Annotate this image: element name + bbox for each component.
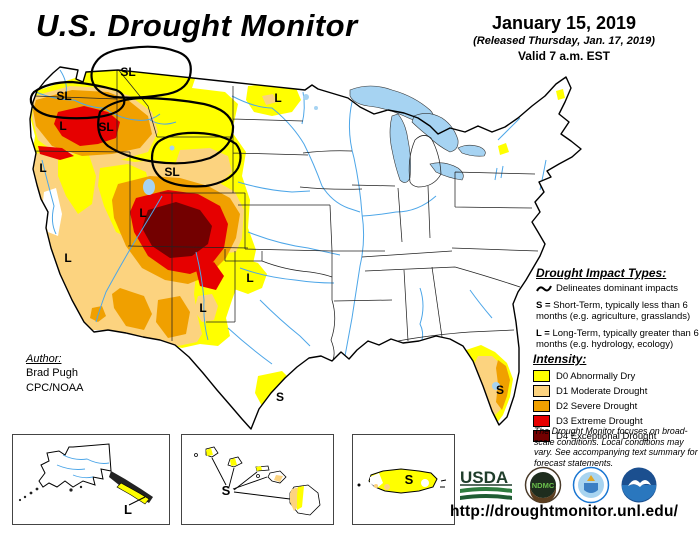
map-impact-label: S: [496, 383, 504, 397]
logo-row: USDA NDMC: [458, 466, 698, 509]
date-block: January 15, 2019 (Released Thursday, Jan…: [430, 12, 698, 64]
map-date: January 15, 2019: [491, 13, 637, 33]
legend-item-d0: D0 Abnormally Dry: [533, 370, 698, 382]
alaska-impact-label: L: [124, 502, 132, 517]
delineates-label: Delineates dominant impacts: [556, 283, 678, 295]
legend-item-d1: D1 Moderate Drought: [533, 385, 698, 397]
svg-text:USDA: USDA: [460, 468, 508, 487]
alaska-map: L: [18, 443, 153, 517]
ndmc-logo: NDMC: [524, 466, 562, 509]
impact-legend: Drought Impact Types: Delineates dominan…: [536, 266, 699, 355]
valid-time: Valid 7 a.m. EST: [517, 49, 611, 64]
long-term-definition: L = Long-Term, typically greater than 6 …: [536, 327, 699, 350]
author-block: Author: Brad Pugh CPC/NOAA: [26, 352, 83, 395]
d3-swatch: [533, 415, 550, 427]
map-impact-label: SL: [120, 65, 135, 79]
drought-regions: [30, 67, 565, 423]
map-impact-label: L: [274, 91, 281, 105]
map-impact-label: L: [59, 119, 66, 133]
rivers: [35, 69, 547, 365]
hawaii-impact-label: S: [222, 483, 231, 498]
map-impact-label: L: [246, 271, 253, 285]
noaa-logo: [620, 466, 658, 509]
release-date: (Released Thursday, Jan. 17, 2019): [473, 34, 655, 47]
great-lakes: [143, 85, 500, 390]
hawaii-inset: S: [181, 434, 334, 525]
hawaii-map: S: [194, 446, 321, 516]
map-impact-label: L: [64, 251, 71, 265]
page-title: U.S. Drought Monitor: [36, 8, 358, 43]
author-name: Brad Pugh: [26, 367, 78, 380]
author-org: CPC/NOAA: [26, 381, 84, 394]
map-impact-label: SL: [164, 165, 179, 179]
map-impact-label: L: [199, 301, 206, 315]
legend-item-d3: D3 Extreme Drought: [533, 415, 698, 427]
puerto-rico-inset: S: [352, 434, 455, 525]
conus-outline: [29, 66, 582, 430]
puerto-rico-map: S: [357, 468, 447, 494]
svg-text:NDMC: NDMC: [532, 481, 555, 490]
alaska-inset: L: [12, 434, 170, 525]
legend-item-d2: D2 Severe Drought: [533, 400, 698, 412]
map-impact-label: L: [139, 206, 146, 220]
d0-swatch: [533, 370, 550, 382]
legend-item-d4: D4 Exceptional Drought: [533, 430, 698, 442]
droughtmonitor-url: http://droughtmonitor.unl.edu/: [450, 503, 679, 520]
usda-logo: USDA: [458, 467, 514, 508]
d2-swatch: [533, 400, 550, 412]
map-impact-label: L: [39, 161, 46, 175]
intensity-legend: Intensity: D0 Abnormally Dry D1 Moderate…: [533, 352, 698, 445]
intensity-legend-heading: Intensity:: [533, 352, 587, 366]
impact-outlines: [29, 45, 242, 188]
puerto-rico-impact-label: S: [405, 472, 414, 487]
commerce-logo: [572, 466, 610, 509]
d1-swatch: [533, 385, 550, 397]
map-impact-label: S: [276, 390, 284, 404]
author-heading: Author:: [26, 353, 62, 365]
d4-swatch: [533, 430, 550, 442]
delineation-squiggle-icon: [536, 285, 552, 292]
state-borders: [30, 67, 539, 361]
map-impact-label: SL: [98, 120, 113, 134]
disclaimer-text: The Drought Monitor focuses on broad-sca…: [534, 426, 698, 469]
map-impact-labels: SL SL L SL SL L L L L L L S S: [39, 65, 504, 404]
short-term-definition: S = Short-Term, typically less than 6 mo…: [536, 299, 691, 323]
map-impact-label: SL: [56, 89, 71, 103]
impact-legend-heading: Drought Impact Types:: [536, 266, 667, 280]
